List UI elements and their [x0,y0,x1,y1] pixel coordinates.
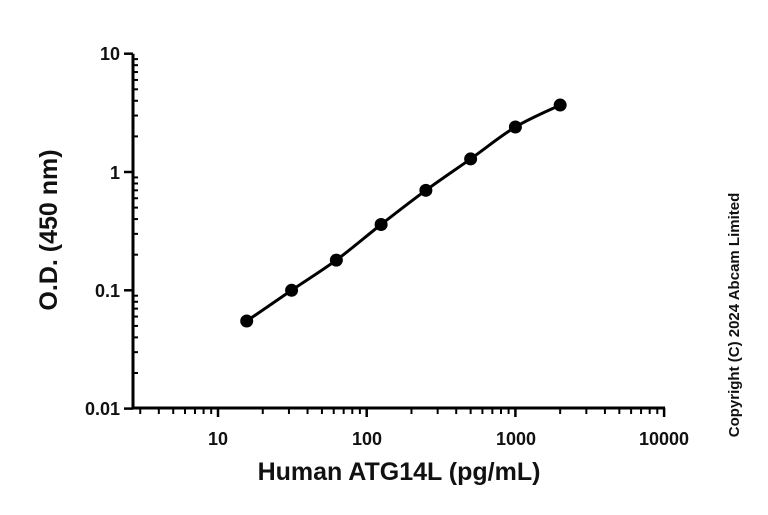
data-points [240,98,567,328]
x-tick-label-1000: 1000 [496,429,536,449]
data-point-marker [508,120,522,134]
data-point-marker [374,217,388,231]
x-tick-label-100: 100 [352,429,382,449]
y-tick-label-1: 1 [110,163,120,183]
x-tick-label-10: 10 [208,429,228,449]
y-tick-label-0.1: 0.1 [95,281,120,301]
data-point-marker [464,152,478,166]
data-point-marker [285,283,299,297]
y-tick-label-10: 10 [100,44,120,64]
data-point-marker [329,253,343,267]
copyright-notice: Copyright (C) 2024 Abcam Limited [726,193,743,437]
data-point-marker [553,98,567,112]
x-axis-title: Human ATG14L (pg/mL) [258,458,541,486]
y-axis-title: O.D. (450 nm) [35,149,63,310]
y-tick-label-0.01: 0.01 [85,399,120,419]
axes [124,52,666,417]
data-point-marker [419,183,433,197]
data-point-marker [240,314,254,328]
x-tick-label-10000: 10000 [639,429,689,449]
